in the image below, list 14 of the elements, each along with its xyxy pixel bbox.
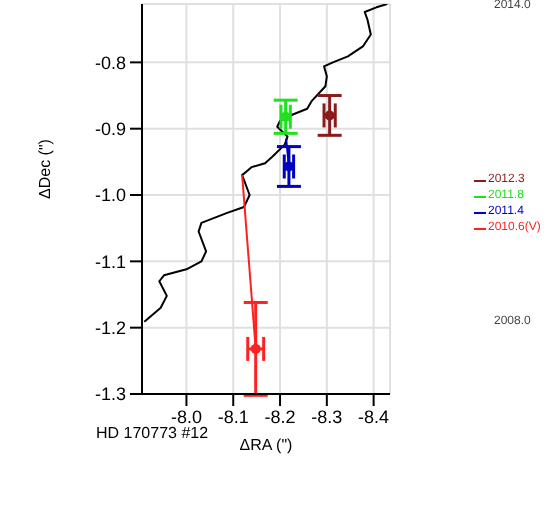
y-tick-label: -1.2	[94, 318, 126, 339]
x-tick-label: -8.0	[170, 406, 202, 427]
y-axis-title: ΔDec (")	[35, 138, 54, 199]
y-tick-label: -1.1	[94, 251, 126, 272]
x-tick-label: -8.2	[264, 406, 296, 427]
x-axis-title: ΔRA (")	[239, 436, 294, 454]
x-tick-label: -8.4	[358, 406, 390, 427]
x-tick-label: -8.1	[217, 406, 249, 427]
y-tick-label: -0.8	[94, 52, 126, 73]
text: HD 170773 #12	[96, 424, 209, 442]
x-tick-label: -8.3	[311, 406, 343, 427]
y-tick-label: -0.9	[94, 119, 126, 140]
y-tick-label: -1.3	[94, 384, 126, 405]
y-tick-label: -1.0	[94, 185, 126, 206]
